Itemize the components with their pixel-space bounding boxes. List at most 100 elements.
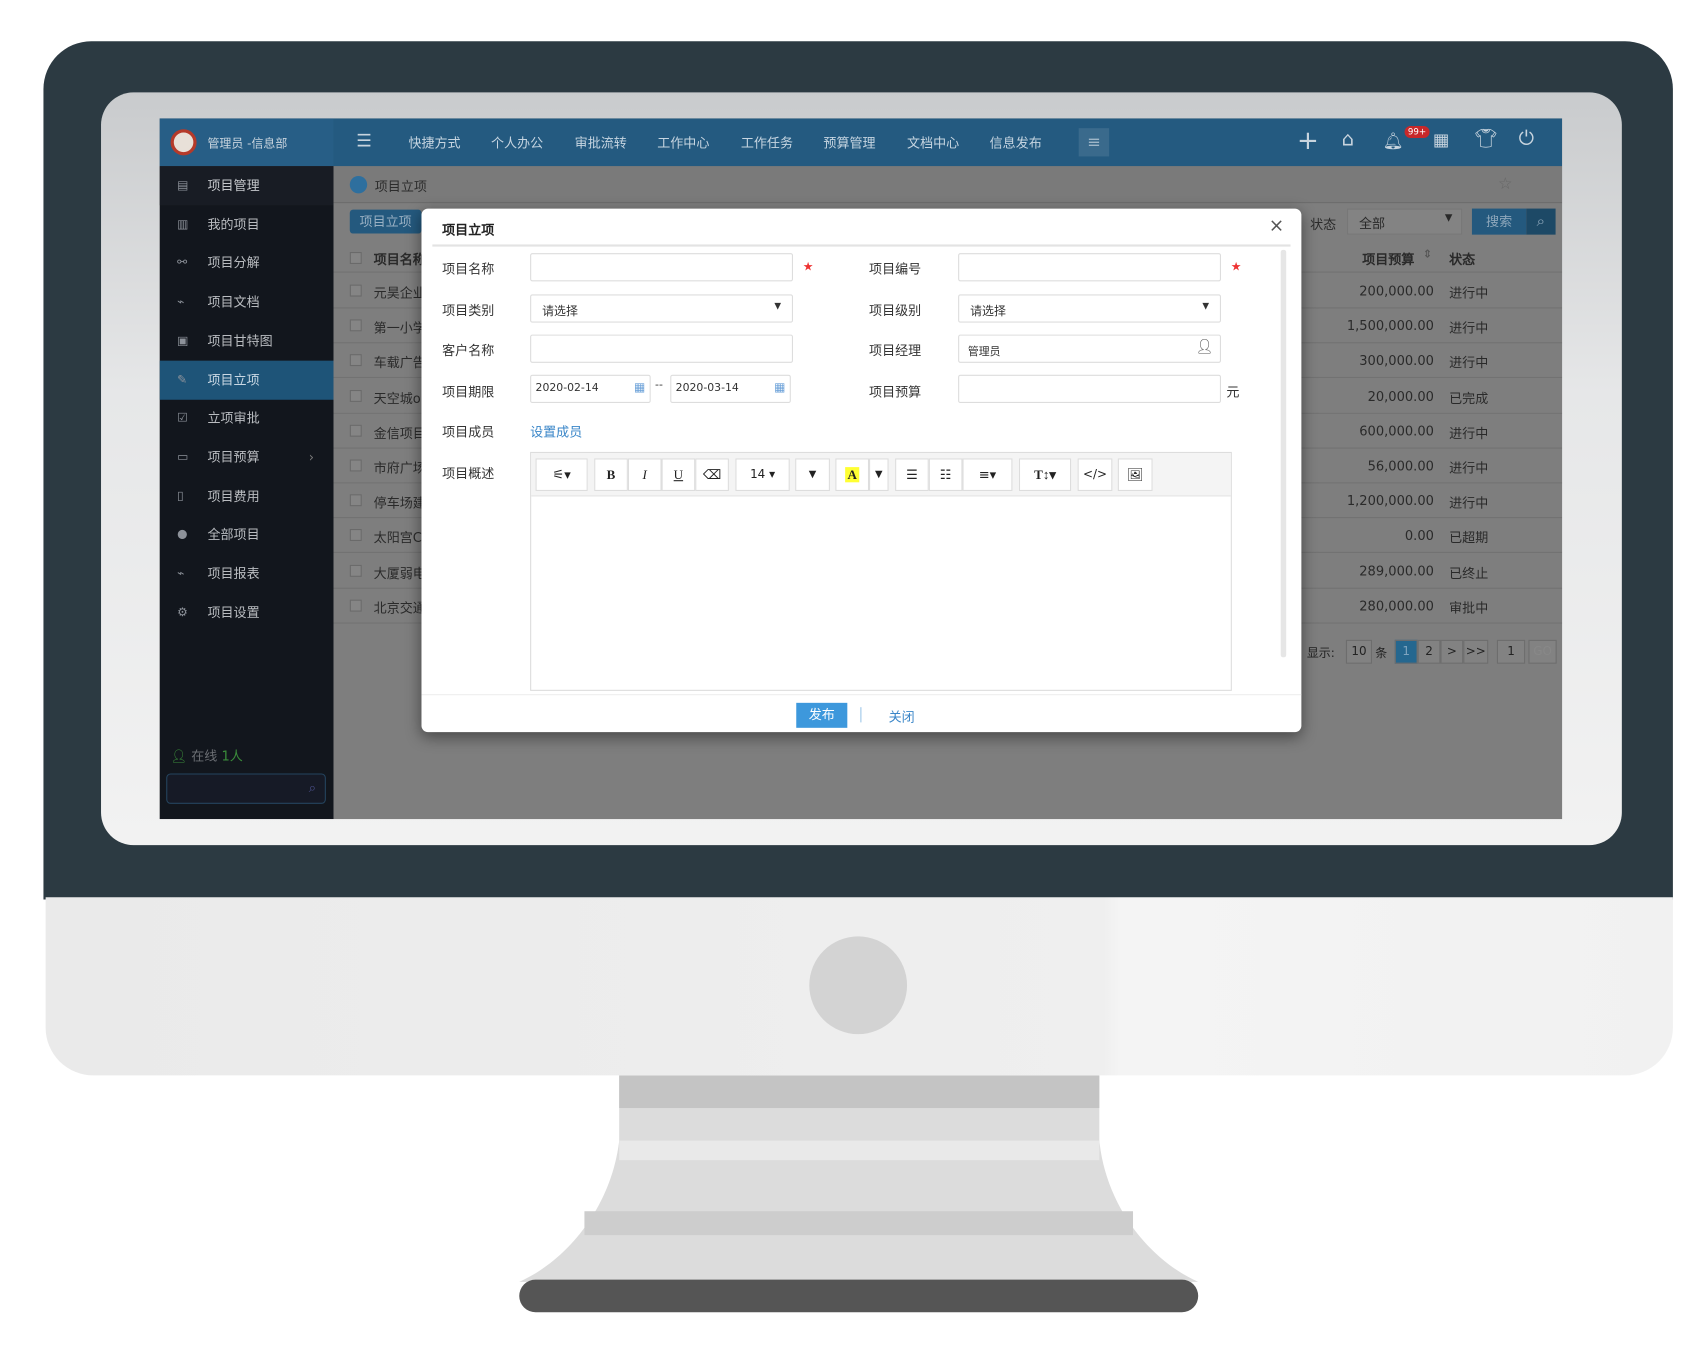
image-icon[interactable]: 🖼︎ [1117,458,1153,492]
client-name-input[interactable] [530,334,793,363]
sidebar-item[interactable]: ▭ 项目预算 › [160,438,334,477]
sidebar-item[interactable]: ▥ 我的项目 [160,205,334,244]
report-icon: ⌁ [177,565,185,581]
sidebar-item-label: 我的项目 [207,216,260,233]
power-icon[interactable]: ⏻ [1518,127,1535,150]
calendar-icon[interactable]: ▦ [774,380,786,395]
page-2-button[interactable]: 2 [1417,639,1441,664]
nav-publish[interactable]: 信息发布 [989,135,1042,151]
theme-shirt-icon[interactable]: 👕︎ [1474,128,1498,150]
sidebar-search-input[interactable]: ⌕ [166,773,326,804]
close-button[interactable]: 关闭 [888,709,915,725]
home-icon[interactable]: ⌂ [1341,128,1355,151]
user-area[interactable]: 管理员 -信息部 [159,118,334,167]
sidebar-title[interactable]: ▤ 项目管理 [159,166,334,206]
sidebar-item[interactable]: ☑ 立项审批 [160,399,334,438]
budget-cell: 289,000.00 [1359,563,1434,579]
next-page-button[interactable]: > [1440,639,1464,664]
monitor-stand [519,1075,1199,1282]
project-name-input[interactable] [530,253,793,282]
bell-icon[interactable]: 🔔︎ [1382,131,1404,151]
sidebar-item[interactable]: ⚙ 项目设置 [160,593,334,632]
set-members-link[interactable]: 设置成员 [530,424,583,440]
sort-icon[interactable]: ⇕ [1423,248,1433,261]
status-filter-select[interactable]: 全部 ▼ [1347,208,1463,235]
row-checkbox[interactable] [349,284,362,297]
project-name-cell: 停车场建 [373,495,422,511]
sidebar-item[interactable]: ✎ 项目立项 [159,360,334,400]
project-budget-label: 项目预算 [869,384,922,400]
eraser-icon[interactable]: ⌫ [695,458,729,492]
project-name-label: 项目名称 [442,261,495,278]
bold-icon[interactable]: B [594,458,628,492]
project-category-select[interactable]: 请选择 ▼ [530,294,793,323]
publish-button[interactable]: 发布 [796,702,848,728]
nav-shortcuts[interactable]: 快捷方式 [408,135,461,151]
nav-office[interactable]: 个人办公 [491,135,544,151]
more-menu-icon[interactable]: ≡ [1078,128,1110,157]
code-view-icon[interactable]: </> [1077,458,1113,492]
calendar-icon[interactable]: ▦ [633,380,646,395]
row-checkbox[interactable] [349,389,362,402]
nav-work-center[interactable]: 工作中心 [657,135,710,151]
color-dropdown-icon[interactable]: ▼ [869,458,889,492]
hierarchy-icon: ⚯ [177,255,188,270]
numbered-list-icon[interactable]: ☷ [928,458,963,492]
apps-icon[interactable]: ▦ [1432,129,1450,150]
row-checkbox[interactable] [349,459,362,472]
page-1-button[interactable]: 1 [1394,639,1418,664]
start-date-input[interactable]: 2020-02-14 ▦ [530,374,651,404]
row-checkbox[interactable] [349,424,362,437]
font-family-select[interactable]: ▼ [795,458,830,492]
line-height-icon[interactable]: T↕▾ [1018,458,1072,492]
search-icon[interactable]: ⌕ [308,779,317,796]
align-icon[interactable]: ≡▾ [962,458,1013,492]
add-icon[interactable]: + [1297,124,1319,156]
nav-tasks[interactable]: 工作任务 [740,135,794,151]
highlight-color-icon[interactable]: A [835,458,870,492]
end-date-input[interactable]: 2020-03-14 ▦ [670,374,791,404]
row-checkbox[interactable] [349,529,362,542]
add-user-icon[interactable]: 👤︎ [1195,338,1214,356]
bullet-list-icon[interactable]: ☰ [895,458,929,492]
sidebar-item[interactable]: ▣ 项目甘特图 [160,321,334,360]
row-checkbox[interactable] [349,319,362,332]
last-page-button[interactable]: >> [1463,639,1489,664]
editor-content-area[interactable] [531,496,1231,689]
sidebar-item[interactable]: ▯ 项目费用 [160,476,334,515]
menu-toggle-icon[interactable]: ☰ [356,130,372,151]
sidebar-item[interactable]: ⌁ 项目报表 [160,554,334,593]
page-size-select[interactable]: 10 [1345,639,1372,664]
column-budget[interactable]: 项目预算 [1362,252,1415,268]
row-checkbox[interactable] [349,354,362,367]
nav-budget[interactable]: 预算管理 [823,135,876,151]
footer-divider [421,694,1302,696]
dialog-scrollbar[interactable] [1280,249,1287,658]
font-size-select[interactable]: 14 ▾ [735,458,790,492]
project-level-select[interactable]: 请选择 ▼ [958,294,1222,323]
favorite-star-icon[interactable]: ☆ [1498,173,1513,194]
go-button[interactable]: GO [1528,639,1557,664]
nav-approval[interactable]: 审批流转 [574,135,627,151]
project-budget-input[interactable] [958,374,1222,404]
sidebar-item[interactable]: ● 全部项目 [160,515,334,554]
sidebar-item[interactable]: ⌁ 项目文档 [160,283,334,322]
breadcrumb: 项目立项 ☆ [333,166,1563,204]
new-project-button[interactable]: 项目立项 [349,209,422,234]
nav-documents[interactable]: 文档中心 [907,135,960,151]
row-checkbox[interactable] [349,564,362,577]
row-checkbox[interactable] [349,599,362,612]
search-icon[interactable]: ⌕ [1526,208,1556,235]
status-cell: 已超期 [1449,530,1489,546]
sidebar-item[interactable]: ⚯ 项目分解 [160,244,334,283]
underline-icon[interactable]: U [661,458,696,492]
search-button[interactable]: 搜索 [1471,208,1527,235]
italic-icon[interactable]: I [627,458,662,492]
project-code-input[interactable] [958,253,1222,282]
row-checkbox[interactable] [349,494,362,507]
project-manager-input[interactable]: 管理员 👤︎ [958,334,1222,363]
style-magic-icon[interactable]: ⚟▾ [535,458,588,492]
page-jump-input[interactable]: 1 [1496,639,1526,664]
close-icon[interactable]: × [1268,215,1285,237]
select-all-checkbox[interactable] [349,252,362,264]
